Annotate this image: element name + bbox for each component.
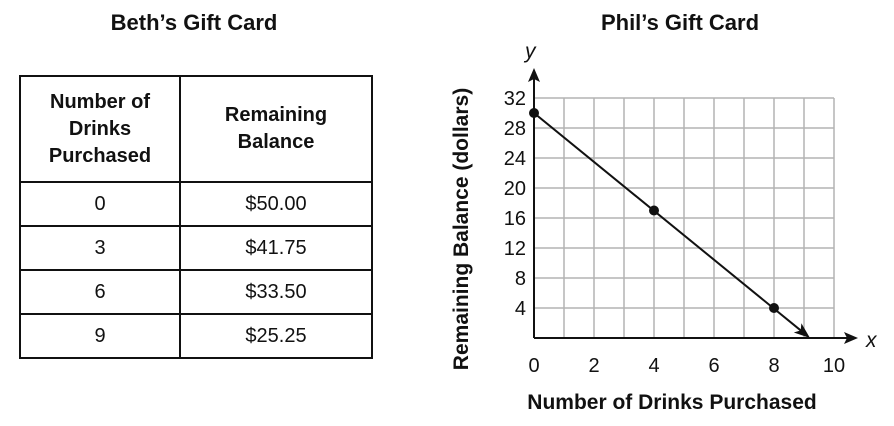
series-line bbox=[533, 112, 803, 333]
header-line: Remaining bbox=[224, 104, 328, 126]
y-tick-label: 32 bbox=[504, 88, 526, 110]
header-line: Drinks bbox=[68, 117, 132, 140]
x-axis-letter: x bbox=[865, 329, 878, 352]
x-tick-label: 2 bbox=[588, 355, 599, 377]
x-tick-label: 8 bbox=[768, 355, 779, 377]
x-tick-label: 0 bbox=[528, 355, 539, 377]
y-tick-label: 4 bbox=[515, 298, 526, 320]
phil-chart-title: Phil’s Gift Card bbox=[600, 10, 760, 35]
x-axis-arrow bbox=[844, 332, 858, 344]
table-row: 6 $33.50 bbox=[19, 269, 373, 315]
table-row: 0 $50.00 bbox=[19, 181, 373, 227]
table-row: 3 $41.75 bbox=[19, 225, 373, 271]
x-tick-label: 6 bbox=[708, 355, 719, 377]
table-row: 9 $25.25 bbox=[19, 313, 373, 359]
y-axis-arrow bbox=[528, 68, 540, 82]
y-axis-letter: y bbox=[523, 40, 537, 63]
y-tick-label: 28 bbox=[504, 118, 526, 140]
header-line: Balance bbox=[237, 131, 315, 153]
header-line: Number of bbox=[50, 90, 150, 113]
x-tick-label: 4 bbox=[648, 355, 659, 377]
data-point bbox=[769, 303, 779, 313]
column-header-drinks: Number of Drinks Purchased bbox=[19, 75, 181, 183]
x-axis-label: Number of Drinks Purchased bbox=[527, 391, 816, 414]
y-axis-label: Remaining Balance (dollars) bbox=[450, 88, 473, 370]
balance-cell: $33.50 bbox=[179, 269, 373, 315]
beth-table-title: Beth’s Gift Card bbox=[110, 10, 278, 35]
y-tick-label: 16 bbox=[504, 208, 526, 230]
drinks-cell: 0 bbox=[19, 181, 181, 227]
drinks-cell: 6 bbox=[19, 269, 181, 315]
drinks-cell: 9 bbox=[19, 313, 181, 359]
balance-cell: $25.25 bbox=[179, 313, 373, 359]
header-line: Purchased bbox=[48, 144, 152, 167]
balance-cell: $50.00 bbox=[179, 181, 373, 227]
y-tick-label: 20 bbox=[504, 178, 526, 200]
data-point bbox=[649, 205, 659, 216]
y-tick-label: 24 bbox=[504, 148, 526, 170]
drinks-cell: 3 bbox=[19, 225, 181, 271]
x-tick-label: 10 bbox=[823, 355, 845, 377]
balance-cell: $41.75 bbox=[179, 225, 373, 271]
series-line-arrow bbox=[793, 323, 810, 338]
y-tick-label: 8 bbox=[515, 268, 526, 290]
y-tick-label: 12 bbox=[504, 238, 526, 260]
data-point bbox=[529, 108, 539, 118]
beth-gift-card-table: Number of Drinks Purchased Remaining Bal… bbox=[19, 75, 373, 359]
column-header-balance: Remaining Balance bbox=[179, 75, 373, 183]
